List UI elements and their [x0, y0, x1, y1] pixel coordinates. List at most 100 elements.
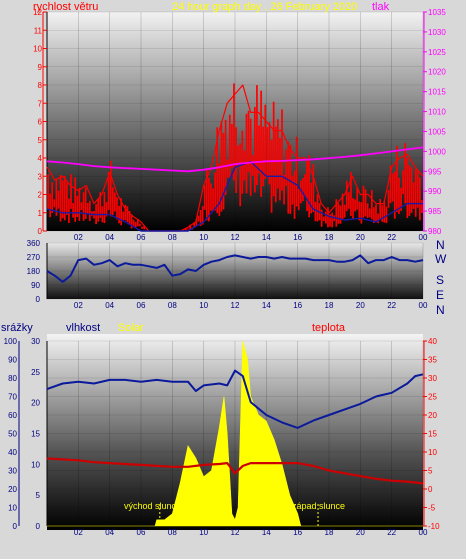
x-tick-label: 20 — [356, 528, 365, 537]
x-tick-label: 04 — [105, 233, 114, 242]
humidity-tick-label: 5 — [36, 491, 41, 500]
pressure-tick-label: 980 — [428, 227, 442, 236]
x-tick-label: 16 — [293, 233, 302, 242]
x-tick-label: 22 — [387, 528, 396, 537]
humidity-tick-label: 10 — [31, 460, 40, 469]
x-tick-label: 20 — [356, 233, 365, 242]
wind-speed-line — [46, 84, 424, 232]
pressure-tick-label: 1010 — [428, 108, 446, 117]
temperature-tick-label: 10 — [428, 448, 437, 457]
rain-tick-label: 10 — [8, 504, 17, 513]
direction-tick-label: 90 — [31, 281, 40, 290]
x-tick-label: 00 — [419, 233, 428, 242]
rain-tick-label: 0 — [13, 522, 18, 531]
wind-tick-label: 6 — [38, 118, 43, 127]
pressure-tick-label: 1030 — [428, 28, 446, 37]
x-tick-label: 22 — [387, 301, 396, 310]
x-tick-label: 14 — [262, 301, 271, 310]
temperature-tick-label: 25 — [428, 393, 437, 402]
rain-tick-label: 30 — [8, 467, 17, 476]
x-tick-label: 02 — [74, 301, 83, 310]
pressure-axis-title: tlak — [372, 1, 390, 13]
direction-tick-label: 270 — [27, 253, 41, 262]
wind-tick-label: 8 — [38, 81, 43, 90]
pressure-tick-label: 1000 — [428, 147, 446, 156]
solar-area — [47, 340, 423, 527]
temperature-tick-label: 0 — [428, 485, 433, 494]
temperature-tick-label: -5 — [428, 504, 436, 513]
temperature-tick-label: -10 — [428, 522, 440, 531]
x-tick-label: 12 — [231, 233, 240, 242]
x-tick-label: 12 — [231, 528, 240, 537]
rain-axis-title: srážky — [1, 322, 33, 334]
temperature-tick-label: 35 — [428, 356, 437, 365]
panel-humidity — [47, 334, 423, 530]
humidity-axis-title: vlhkost — [66, 322, 100, 334]
pressure-tick-label: 1025 — [428, 48, 446, 57]
wind-tick-label: 7 — [38, 99, 43, 108]
direction-tick-label: 180 — [27, 267, 41, 276]
humidity-tick-label: 15 — [31, 430, 40, 439]
x-tick-label: 04 — [105, 528, 114, 537]
x-tick-label: 00 — [419, 528, 428, 537]
compass-w: W — [435, 252, 447, 266]
x-tick-label: 06 — [137, 301, 146, 310]
pressure-line — [46, 146, 424, 173]
rain-tick-label: 90 — [8, 356, 17, 365]
temperature-tick-label: 5 — [428, 467, 433, 476]
x-tick-label: 12 — [231, 301, 240, 310]
compass-n-bottom: N — [436, 303, 445, 317]
rain-tick-label: 70 — [8, 393, 17, 402]
x-tick-label: 00 — [419, 301, 428, 310]
humidity-tick-label: 25 — [31, 368, 40, 377]
x-tick-label: 22 — [387, 233, 396, 242]
rain-tick-label: 50 — [8, 430, 17, 439]
compass-e: E — [436, 288, 444, 302]
x-tick-label: 06 — [137, 233, 146, 242]
sunrise-annotation: východ slunce — [124, 501, 181, 511]
pressure-tick-label: 1035 — [428, 8, 446, 17]
wind-tick-label: 1 — [38, 209, 43, 218]
compass-s: S — [436, 273, 444, 287]
pressure-tick-label: 1005 — [428, 127, 446, 136]
pressure-tick-label: 985 — [428, 207, 442, 216]
x-tick-label: 02 — [74, 528, 83, 537]
x-tick-label: 18 — [325, 233, 334, 242]
panel-direction — [47, 243, 423, 299]
humidity-tick-label: 30 — [31, 337, 40, 346]
rain-tick-label: 40 — [8, 448, 17, 457]
wind-axis-title: rychlost větru — [33, 1, 98, 13]
wind-tick-label: 9 — [38, 63, 43, 72]
temperature-tick-label: 30 — [428, 374, 437, 383]
temperature-tick-label: 40 — [428, 337, 437, 346]
temperature-tick-label: 20 — [428, 411, 437, 420]
wind-tick-label: 12 — [33, 8, 42, 17]
wind-tick-label: 10 — [33, 45, 42, 54]
temperature-axis-title: teplota — [312, 322, 346, 334]
x-tick-label: 06 — [137, 528, 146, 537]
direction-tick-label: 360 — [27, 239, 41, 248]
pressure-tick-label: 990 — [428, 187, 442, 196]
temperature-line — [46, 457, 424, 485]
pressure-tick-label: 995 — [428, 167, 442, 176]
x-tick-label: 16 — [293, 301, 302, 310]
wind-tick-label: 11 — [34, 26, 43, 35]
solar-axis-title: Solar — [118, 322, 144, 334]
direction-tick-label: 0 — [36, 295, 41, 304]
wind-tick-label: 5 — [38, 136, 43, 145]
x-tick-label: 04 — [105, 301, 114, 310]
rain-tick-label: 20 — [8, 485, 17, 494]
x-tick-label: 10 — [199, 528, 208, 537]
sunset-annotation: západ slunce — [292, 501, 345, 511]
compass-n-top: N — [436, 238, 445, 252]
wind-tick-label: 0 — [38, 227, 43, 236]
humidity-line — [46, 369, 424, 429]
x-tick-label: 14 — [262, 528, 271, 537]
x-tick-label: 08 — [168, 528, 177, 537]
rain-tick-label: 100 — [4, 337, 18, 346]
wind-tick-label: 2 — [38, 191, 43, 200]
wind-tick-label: 3 — [38, 172, 43, 181]
x-tick-label: 18 — [325, 301, 334, 310]
